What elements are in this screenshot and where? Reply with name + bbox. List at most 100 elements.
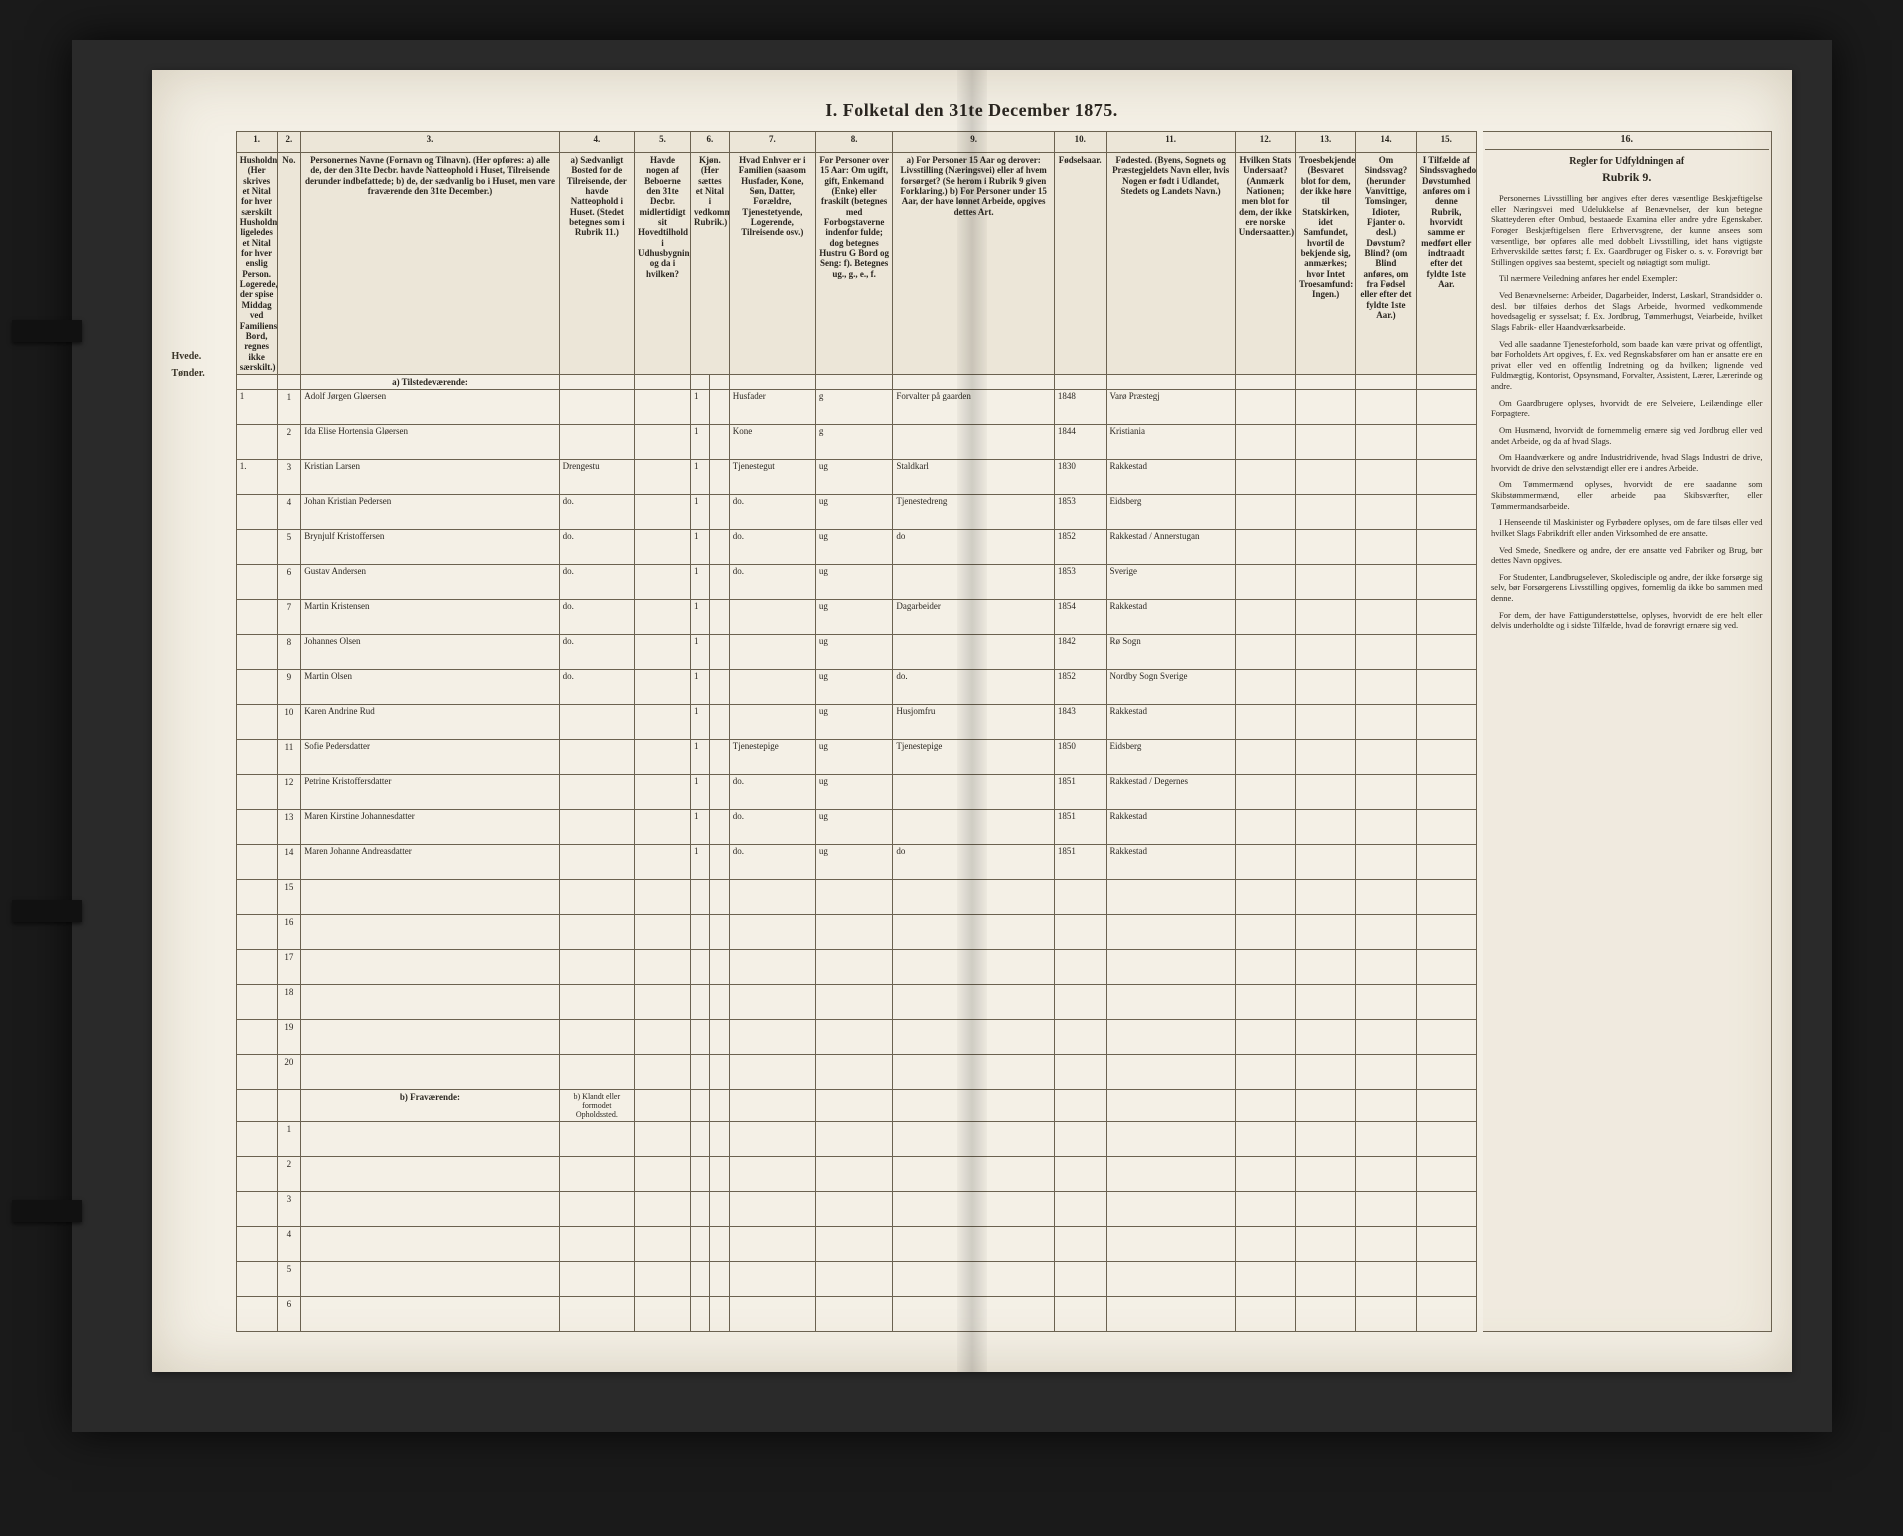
cell: do.	[893, 670, 1054, 705]
cell: do.	[729, 565, 815, 600]
cell: 1852	[1054, 670, 1106, 705]
table-row: 15	[236, 880, 1476, 915]
cell: 1	[691, 530, 710, 565]
col-num: 14.	[1356, 132, 1416, 153]
table-row: 11Sofie Pedersdatter1TjenestepigeugTjene…	[236, 740, 1476, 775]
col-num: 15.	[1416, 132, 1476, 153]
cell: ug	[815, 495, 893, 530]
column-header-row: Husholdninger. (Her skrives et Nital for…	[236, 153, 1476, 375]
cell: Brynjulf Kristoffersen	[301, 530, 559, 565]
cell: ug	[815, 635, 893, 670]
cell: do.	[559, 495, 634, 530]
cell: Staldkarl	[893, 460, 1054, 495]
cell: do.	[729, 775, 815, 810]
table-row: 9Martin Olsendo.1ugdo.1852Nordby Sogn Sv…	[236, 670, 1476, 705]
cell: ug	[815, 810, 893, 845]
cell: Maren Kirstine Johannesdatter	[301, 810, 559, 845]
cell: 1844	[1054, 425, 1106, 460]
cell: ug	[815, 705, 893, 740]
column-number-row: 1.2.3.4.5.6.7.8.9.10.11.12.13.14.15.	[236, 132, 1476, 153]
cell: 1850	[1054, 740, 1106, 775]
col-header: Personernes Navne (Fornavn og Tilnavn). …	[301, 153, 559, 375]
table-row: 6	[236, 1297, 1476, 1332]
cell: Rakkestad / Degernes	[1106, 775, 1235, 810]
cell: do.	[559, 600, 634, 635]
col-header: Kjøn. (Her sættes et Nital i vedkommende…	[691, 153, 730, 375]
col-header: Hvad Enhver er i Familien (saasom Husfad…	[729, 153, 815, 375]
table-row: 10Karen Andrine Rud1ugHusjomfru1843Rakke…	[236, 705, 1476, 740]
cell: 1848	[1054, 390, 1106, 425]
row-number: 2	[277, 425, 301, 460]
table-row: 3	[236, 1192, 1476, 1227]
binding-clip	[12, 1200, 82, 1222]
col-num: 8.	[815, 132, 893, 153]
col-num: 1.	[236, 132, 277, 153]
cell: 1853	[1054, 495, 1106, 530]
table-row: 12Petrine Kristoffersdatter1do.ug1851Rak…	[236, 775, 1476, 810]
cell: 1851	[1054, 810, 1106, 845]
cell: 1	[691, 565, 710, 600]
table-row: 20	[236, 1055, 1476, 1090]
col-header: a) Sædvanligt Bosted for de Tilreisende,…	[559, 153, 634, 375]
side-label: Hvede.	[172, 351, 230, 362]
cell: Rakkestad	[1106, 845, 1235, 880]
col-header: Fødselsaar.	[1054, 153, 1106, 375]
cell: 1	[236, 390, 277, 425]
table-row: 8Johannes Olsendo.1ug1842Rø Sogn	[236, 635, 1476, 670]
table-row: 1.3Kristian LarsenDrengestu1Tjenestegutu…	[236, 460, 1476, 495]
cell: ug	[815, 565, 893, 600]
table-row: 2	[236, 1157, 1476, 1192]
row-number: 5	[277, 530, 301, 565]
rubrik-paragraph: Om Tømmermænd oplyses, hvorvidt de ere s…	[1491, 479, 1763, 511]
table-row: 4	[236, 1227, 1476, 1262]
col-num: 2.	[277, 132, 301, 153]
cell: Petrine Kristoffersdatter	[301, 775, 559, 810]
col-num: 7.	[729, 132, 815, 153]
cell: Karen Andrine Rud	[301, 705, 559, 740]
cell: 1	[691, 635, 710, 670]
table-body: a) Tilstedeværende:11Adolf Jørgen Gløers…	[236, 375, 1476, 1332]
table-row: 18	[236, 985, 1476, 1020]
row-number: 9	[277, 670, 301, 705]
cell: do	[893, 530, 1054, 565]
cell: do	[893, 845, 1054, 880]
cell: Johannes Olsen	[301, 635, 559, 670]
rubrik-paragraph: I Henseende til Maskinister og Fyrbødere…	[1491, 517, 1763, 538]
cell: ug	[815, 600, 893, 635]
rubrik-paragraph: For dem, der have Fattigunderstøttelse, …	[1491, 610, 1763, 631]
cell: Rakkestad	[1106, 600, 1235, 635]
cell: 1851	[1054, 775, 1106, 810]
cell: do.	[559, 530, 634, 565]
table-row: 13Maren Kirstine Johannesdatter1do.ug185…	[236, 810, 1476, 845]
table-row: 11Adolf Jørgen Gløersen1HusfadergForvalt…	[236, 390, 1476, 425]
cell: do.	[729, 495, 815, 530]
cell: Sverige	[1106, 565, 1235, 600]
cell: do.	[559, 635, 634, 670]
cell: Tjenestegut	[729, 460, 815, 495]
table-row: 16	[236, 915, 1476, 950]
cell: do.	[729, 845, 815, 880]
cell: Tjenestedreng	[893, 495, 1054, 530]
table-row: 5Brynjulf Kristoffersendo.1do.ugdo1852Ra…	[236, 530, 1476, 565]
cell: Maren Johanne Andreasdatter	[301, 845, 559, 880]
col-header: Om Sindssvag? (herunder Vanvittige, Toms…	[1356, 153, 1416, 375]
rubrik-paragraph: Om Gaardbrugere oplyses, hvorvidt de ere…	[1491, 398, 1763, 419]
table-row: 5	[236, 1262, 1476, 1297]
cell: 1.	[236, 460, 277, 495]
row-number: 14	[277, 845, 301, 880]
row-number: 10	[277, 705, 301, 740]
margin-labels: Hvede. Tønder.	[172, 131, 230, 1332]
cell: Martin Olsen	[301, 670, 559, 705]
table-row: 6Gustav Andersendo.1do.ug1853Sverige	[236, 565, 1476, 600]
col-num: 6.	[691, 132, 730, 153]
col-header: Hvilken Stats Undersaat? (Anmærk Natione…	[1235, 153, 1295, 375]
cell: Adolf Jørgen Gløersen	[301, 390, 559, 425]
rubrik-paragraph: Ved alle saadanne Tjenesteforhold, som b…	[1491, 339, 1763, 392]
rubrik-paragraph: For Studenter, Landbrugselever, Skoledis…	[1491, 572, 1763, 604]
col-num: 12.	[1235, 132, 1295, 153]
col-header: Havde nogen af Beboerne den 31te Decbr. …	[635, 153, 691, 375]
section-a-label: a) Tilstedeværende:	[301, 375, 559, 390]
row-number: 12	[277, 775, 301, 810]
cell: Rakkestad	[1106, 810, 1235, 845]
binding-clip	[12, 320, 82, 342]
